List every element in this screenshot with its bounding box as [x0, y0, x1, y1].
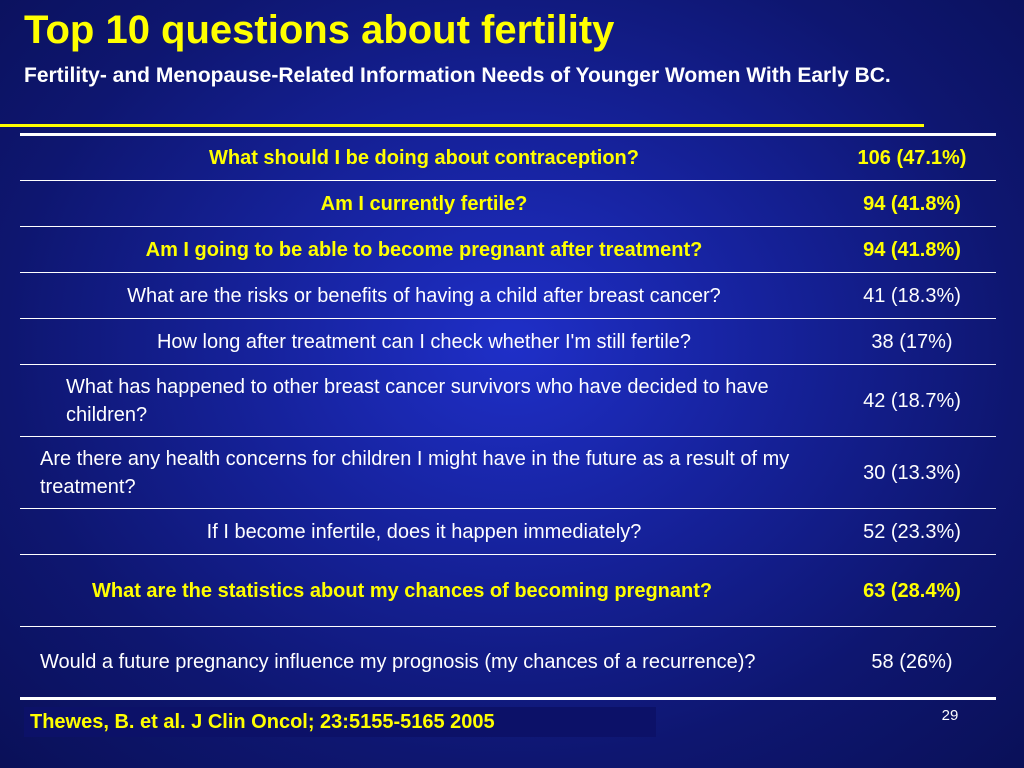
table-row: What has happened to other breast cancer…: [20, 365, 996, 437]
citation: Thewes, B. et al. J Clin Oncol; 23:5155-…: [24, 707, 656, 737]
value-cell: 58 (26%): [871, 651, 953, 673]
table-row: Are there any health concerns for childr…: [20, 437, 996, 509]
question-cell: Am I going to be able to become pregnant…: [145, 238, 703, 261]
table-row: Am I currently fertile? 94 (41.8%): [20, 181, 996, 227]
value-cell: 41 (18.3%): [863, 284, 961, 307]
slide-subtitle: Fertility- and Menopause-Related Informa…: [24, 64, 891, 87]
question-cell: If I become infertile, does it happen im…: [206, 520, 642, 543]
value-cell: 38 (17%): [871, 330, 953, 353]
title-divider: [0, 124, 924, 127]
table-row: What are the risks or benefits of having…: [20, 273, 996, 319]
value-cell: 94 (41.8%): [863, 238, 961, 261]
value-cell: 63 (28.4%): [863, 579, 961, 602]
question-cell: Am I currently fertile?: [320, 192, 528, 215]
value-cell: 42 (18.7%): [863, 389, 961, 412]
question-cell: Would a future pregnancy influence my pr…: [40, 651, 756, 673]
table-row: Would a future pregnancy influence my pr…: [20, 627, 996, 699]
question-cell: How long after treatment can I check whe…: [156, 330, 692, 353]
table-row: Am I going to be able to become pregnant…: [20, 227, 996, 273]
question-cell: Are there any health concerns for childr…: [40, 447, 790, 498]
value-cell: 94 (41.8%): [863, 192, 961, 215]
slide-title: Top 10 questions about fertility: [24, 8, 615, 52]
question-cell: What are the statistics about my chances…: [92, 579, 713, 602]
question-cell: What should I be doing about contracepti…: [209, 147, 639, 169]
value-cell: 52 (23.3%): [863, 520, 961, 543]
table-row: How long after treatment can I check whe…: [20, 319, 996, 365]
fertility-questions-table: What should I be doing about contracepti…: [20, 133, 996, 700]
table-row: What should I be doing about contracepti…: [20, 134, 996, 181]
table-row: If I become infertile, does it happen im…: [20, 509, 996, 555]
table-row: What are the statistics about my chances…: [20, 555, 996, 627]
value-cell: 106 (47.1%): [857, 147, 967, 169]
question-cell: What has happened to other breast cancer…: [66, 375, 769, 426]
value-cell: 30 (13.3%): [863, 461, 961, 484]
question-cell: What are the risks or benefits of having…: [127, 284, 721, 307]
page-number: 29: [941, 707, 959, 724]
